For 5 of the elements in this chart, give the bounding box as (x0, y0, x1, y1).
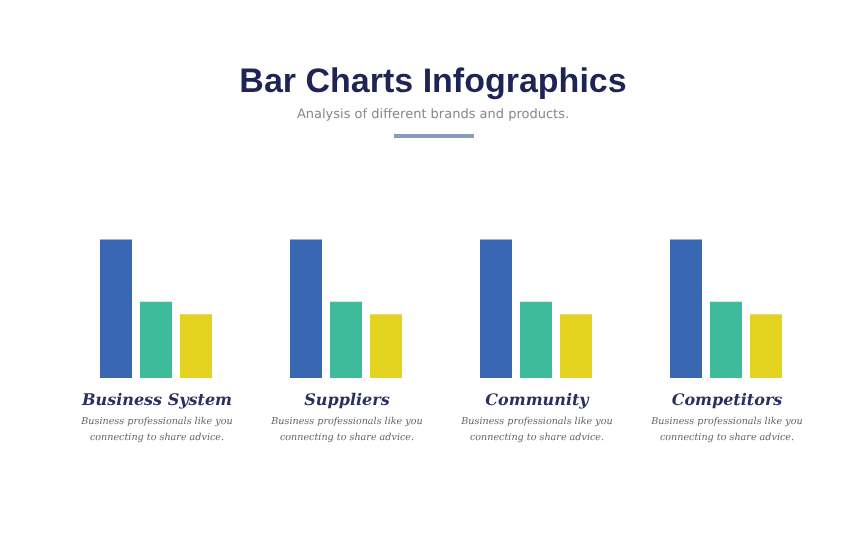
x-tick-label: Suppliers (304, 389, 391, 410)
x-tick-label: Business System (80, 389, 232, 410)
chart-title: Bar Charts Infographics (237, 62, 629, 102)
x-tick-label: Community (485, 389, 592, 410)
x-tick-label: Competitors (671, 389, 784, 410)
